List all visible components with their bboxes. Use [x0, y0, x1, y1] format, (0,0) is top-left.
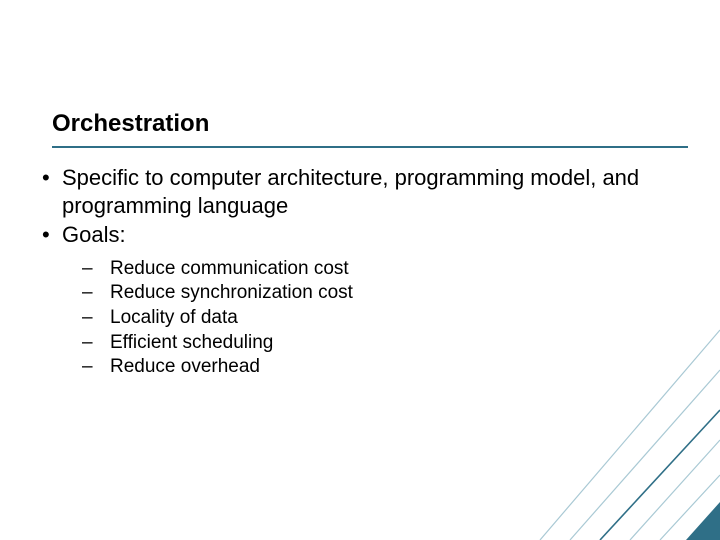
bullet-l2: – Reduce communication cost [82, 257, 660, 282]
bullet-l2: – Efficient scheduling [82, 331, 660, 356]
bullet-text: Efficient scheduling [110, 331, 660, 356]
title-underline [52, 146, 688, 148]
title-block: Orchestration [52, 110, 688, 148]
bullet-l2: – Reduce overhead [82, 355, 660, 380]
bullet-l1: • Specific to computer architecture, pro… [38, 164, 660, 219]
bullet-l2: – Locality of data [82, 306, 660, 331]
dash-marker: – [82, 257, 110, 282]
dash-marker: – [82, 355, 110, 380]
bullet-text: Reduce synchronization cost [110, 281, 660, 306]
bullet-marker: • [38, 164, 62, 192]
body-block: • Specific to computer architecture, pro… [38, 164, 660, 380]
slide: Orchestration • Specific to computer arc… [0, 0, 720, 540]
bullet-l1: • Goals: [38, 221, 660, 249]
bullet-text: Specific to computer architecture, progr… [62, 164, 660, 219]
dash-marker: – [82, 281, 110, 306]
bullet-text: Locality of data [110, 306, 660, 331]
bullet-text: Reduce communication cost [110, 257, 660, 282]
dash-marker: – [82, 306, 110, 331]
bullet-text: Goals: [62, 221, 660, 249]
bullet-l2: – Reduce synchronization cost [82, 281, 660, 306]
dash-marker: – [82, 331, 110, 356]
bullet-text: Reduce overhead [110, 355, 660, 380]
bullet-marker: • [38, 221, 62, 249]
slide-title: Orchestration [52, 110, 688, 144]
